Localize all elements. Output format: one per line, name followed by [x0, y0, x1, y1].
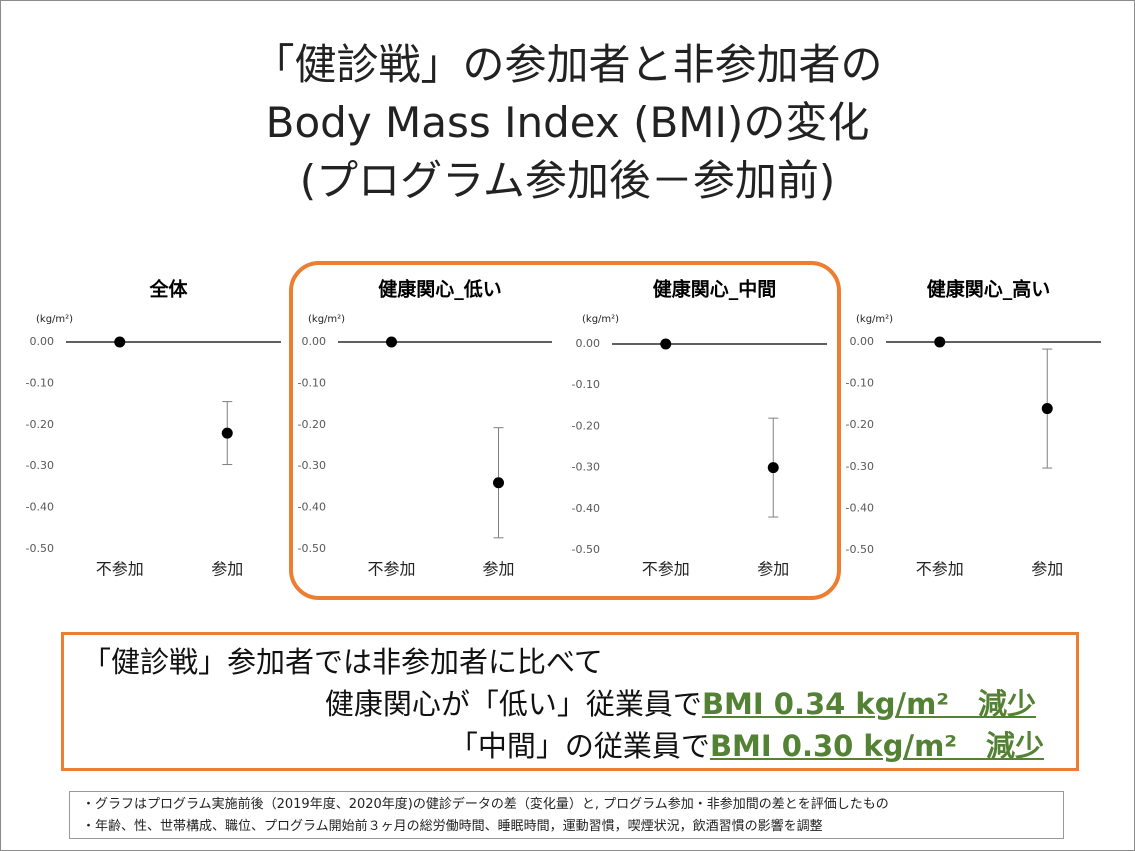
y-tick-label: -0.30: [298, 459, 326, 472]
summary-line: 「中間」の従業員でBMI 0.30 kg/m² 減少: [449, 723, 1044, 765]
y-tick-label: -0.40: [846, 501, 874, 514]
y-tick-label: -0.40: [572, 502, 600, 515]
summary-highlight: BMI 0.34 kg/m² 減少: [701, 687, 1036, 721]
title-line: (プログラム参加後－参加前): [299, 156, 836, 205]
y-unit: (kg/m²): [582, 314, 619, 325]
point: [934, 336, 946, 348]
y-tick-label: 0.00: [850, 335, 875, 348]
y-tick-label: -0.20: [26, 418, 54, 431]
y-tick-label: -0.20: [572, 419, 600, 432]
x-tick-label: 不参加: [916, 560, 964, 579]
point: [660, 338, 672, 350]
chart-title: 健康関心_高い: [927, 278, 1051, 301]
y-tick-label: 0.00: [576, 337, 601, 350]
x-tick-label: 不参加: [96, 560, 144, 579]
point: [1041, 403, 1053, 415]
y-tick-label: -0.40: [298, 501, 326, 514]
y-tick-label: -0.10: [298, 376, 326, 389]
x-tick-label: 不参加: [642, 560, 690, 579]
x-tick-label: 参加: [211, 560, 243, 579]
x-tick-label: 参加: [757, 560, 789, 579]
point: [386, 336, 397, 348]
y-tick-label: -0.50: [26, 542, 54, 555]
title-line: Body Mass Index (BMI)の変化: [265, 98, 870, 147]
point: [114, 336, 126, 348]
highlight-frame: [289, 261, 841, 600]
summary-text: 「健診戦」参加者では非参加者に比べて: [82, 645, 603, 679]
title-line: 「健診戦」の参加者と非参加者の: [252, 40, 883, 89]
title: 「健診戦」の参加者と非参加者の Body Mass Index (BMI)の変化 (…: [1, 36, 1134, 210]
y-tick-label: -0.30: [572, 461, 600, 474]
y-tick-label: -0.50: [846, 543, 874, 556]
y-tick-label: -0.20: [298, 418, 326, 431]
y-tick-label: -0.50: [298, 542, 326, 555]
point: [221, 427, 233, 439]
y-unit: (kg/m²): [36, 314, 73, 325]
summary-line: 「健診戦」参加者では非参加者に比べて: [82, 639, 603, 681]
y-unit: (kg/m²): [308, 314, 345, 325]
summary-box: 「健診戦」参加者では非参加者に比べて 健康関心が「低い」従業員でBMI 0.34 …: [61, 632, 1079, 771]
summary-line: 健康関心が「低い」従業員でBMI 0.34 kg/m² 減少: [325, 681, 1036, 723]
summary-text: 「中間」の従業員で: [448, 729, 710, 763]
chart-title: 健康関心_中間: [653, 278, 777, 301]
chart-title: 健康関心_低い: [378, 278, 502, 301]
x-tick-label: 不参加: [367, 560, 415, 579]
y-unit: (kg/m²): [856, 314, 893, 325]
x-tick-label: 参加: [482, 560, 514, 579]
y-tick-label: -0.30: [26, 459, 54, 472]
footnote: ・年齢、性、世帯構成、職位、プログラム開始前３ヶ月の総労働時間、睡眠時間，運動習…: [82, 819, 823, 834]
x-tick-label: 参加: [1031, 560, 1063, 579]
y-tick-label: -0.10: [846, 377, 874, 390]
chart-title: 全体: [148, 278, 188, 301]
y-tick-label: 0.00: [302, 335, 327, 348]
y-tick-label: -0.50: [572, 543, 600, 556]
footnote-box: ・グラフはプログラム実施前後（2019年度、2020年度)の健診データの差（変化…: [69, 791, 1064, 839]
summary-text: 健康関心が「低い」従業員で: [324, 687, 702, 721]
y-tick-label: -0.40: [26, 501, 54, 514]
y-tick-label: 0.00: [30, 335, 55, 348]
y-tick-label: -0.20: [846, 418, 874, 431]
y-tick-label: -0.10: [572, 378, 600, 391]
y-tick-label: -0.10: [26, 376, 54, 389]
footnote: ・グラフはプログラム実施前後（2019年度、2020年度)の健診データの差（変化…: [82, 797, 889, 812]
y-tick-label: -0.30: [846, 460, 874, 473]
point: [767, 462, 779, 474]
summary-highlight: BMI 0.30 kg/m² 減少: [709, 729, 1044, 763]
point: [493, 477, 504, 489]
